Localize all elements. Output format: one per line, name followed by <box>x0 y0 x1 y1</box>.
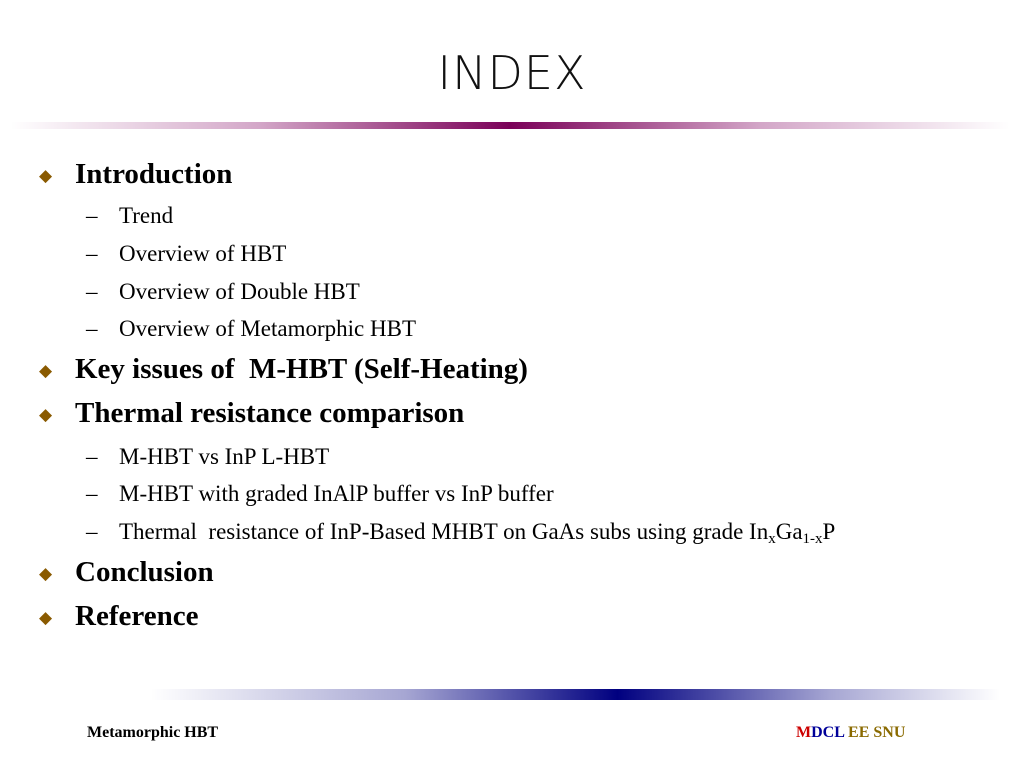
dash-marker: – <box>86 481 98 506</box>
subscript-x: x <box>768 531 776 547</box>
dash-marker: – <box>86 279 98 304</box>
section-introduction: Introduction <box>75 158 233 190</box>
dash-marker: – <box>86 519 98 544</box>
subitem-overview-hbt: Overview of HBT <box>119 241 287 266</box>
dash-marker: – <box>86 316 98 341</box>
subitem-graded-buffer: M-HBT with graded InAlP buffer vs InP bu… <box>119 481 554 506</box>
section-key-issues: Key issues of M-HBT (Self-Heating) <box>75 353 528 385</box>
diamond-bullet-icon: ◆ <box>39 564 53 583</box>
section-reference: Reference <box>75 600 199 632</box>
section-thermal-resistance: Thermal resistance comparison <box>75 397 465 429</box>
footer-lab-name: MDCL EE SNU <box>796 724 905 742</box>
dash-marker: – <box>86 241 98 266</box>
footer-lab-m: M <box>796 724 812 741</box>
subscript-1-x: 1-x <box>802 531 823 547</box>
diamond-bullet-icon: ◆ <box>39 361 53 380</box>
footer-title: Metamorphic HBT <box>87 724 219 741</box>
footer-divider <box>150 689 1000 700</box>
slide-title: INDEX <box>437 46 587 100</box>
subitem-overview-double-hbt: Overview of Double HBT <box>119 279 360 304</box>
subitem-mhbt-vs-inp: M-HBT vs InP L-HBT <box>119 444 330 469</box>
diamond-bullet-icon: ◆ <box>39 405 53 424</box>
footer-lab-ee-snu: EE SNU <box>844 724 906 741</box>
diamond-bullet-icon: ◆ <box>39 608 53 627</box>
footer-lab-dcl: DCL <box>811 724 845 741</box>
outline-list: ◆ Introduction – Trend – Overview of HBT… <box>39 158 836 632</box>
subitem-thermal-resistance-gaas: Thermal resistance of InP-Based MHBT on … <box>119 519 836 547</box>
dash-marker: – <box>86 203 98 228</box>
dash-marker: – <box>86 444 98 469</box>
formula-p: P <box>822 519 836 544</box>
subitem-overview-metamorphic-hbt: Overview of Metamorphic HBT <box>119 316 417 341</box>
formula-prefix: Thermal resistance of InP-Based MHBT on … <box>119 519 769 544</box>
title-divider <box>10 122 1010 129</box>
diamond-bullet-icon: ◆ <box>39 166 53 185</box>
formula-ga: Ga <box>775 519 803 544</box>
section-conclusion: Conclusion <box>75 556 214 588</box>
subitem-trend: Trend <box>119 203 174 228</box>
